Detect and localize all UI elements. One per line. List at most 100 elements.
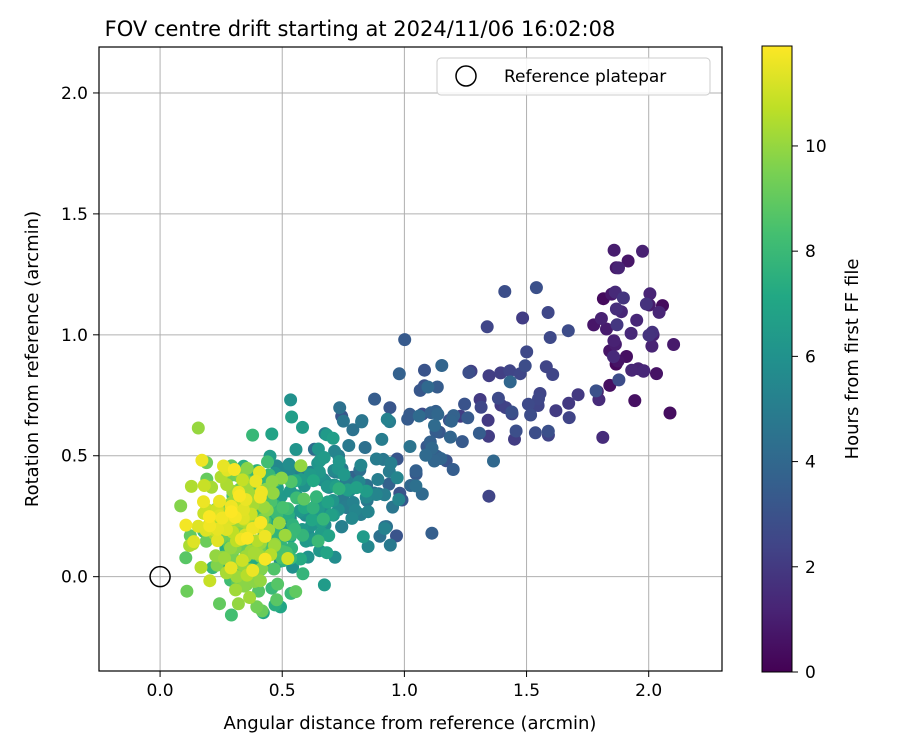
data-point	[607, 243, 621, 257]
data-point	[380, 412, 394, 426]
data-point	[425, 526, 439, 540]
data-point	[474, 400, 488, 414]
data-point	[281, 552, 295, 565]
data-point	[249, 474, 263, 488]
data-point	[589, 384, 603, 398]
data-point	[383, 401, 397, 415]
data-point	[667, 338, 681, 351]
data-point	[203, 574, 217, 588]
data-point	[326, 431, 340, 445]
data-point	[403, 440, 417, 453]
data-point	[383, 538, 397, 552]
data-point	[482, 489, 496, 503]
chart-title: FOV centre drift starting at 2024/11/06 …	[105, 17, 616, 41]
data-point	[541, 306, 555, 319]
data-point	[346, 423, 360, 437]
data-point	[637, 364, 650, 378]
data-point	[197, 495, 210, 509]
data-point	[359, 484, 373, 498]
data-point	[419, 448, 433, 462]
data-point	[384, 456, 398, 470]
x-tick-label: 2.0	[635, 681, 662, 701]
data-point	[174, 499, 188, 513]
data-point	[267, 562, 281, 576]
data-point	[607, 350, 620, 364]
data-point	[276, 501, 290, 514]
y-tick-label: 2.0	[61, 84, 88, 104]
data-point	[271, 577, 285, 591]
data-point	[270, 593, 284, 607]
x-axis-label: Angular distance from reference (arcmin)	[224, 713, 597, 734]
data-point	[187, 535, 201, 549]
data-point	[609, 302, 623, 316]
y-axis-ticks: 0.0 0.5 1.0 1.5 2.0	[61, 84, 99, 588]
colorbar-tick-label: 10	[805, 137, 827, 157]
colorbar-tick-label: 4	[805, 453, 816, 473]
data-point	[612, 261, 625, 275]
data-point	[625, 363, 639, 377]
data-points	[174, 243, 681, 622]
data-point	[639, 297, 653, 311]
data-point	[549, 404, 563, 418]
data-point	[369, 488, 383, 501]
data-point	[246, 428, 260, 442]
data-point	[345, 511, 359, 525]
data-point	[375, 432, 389, 446]
data-point	[562, 411, 576, 425]
data-point	[532, 392, 545, 406]
x-tick-label: 1.5	[513, 681, 540, 701]
data-point	[224, 505, 238, 519]
data-point	[663, 406, 677, 420]
data-point	[231, 597, 245, 611]
colorbar-tick-label: 0	[805, 663, 816, 683]
data-point	[294, 459, 308, 473]
data-point	[498, 285, 512, 298]
data-point	[521, 397, 535, 411]
data-point	[562, 396, 576, 410]
data-point	[480, 320, 494, 334]
data-point	[371, 473, 385, 486]
data-point	[401, 412, 415, 426]
data-point	[240, 461, 254, 475]
data-point	[412, 409, 426, 423]
data-point	[524, 408, 538, 422]
data-point	[243, 591, 257, 604]
data-point	[320, 546, 334, 560]
data-point	[616, 291, 630, 305]
data-point	[430, 380, 444, 394]
legend-marker-icon	[455, 65, 477, 87]
data-point	[350, 481, 363, 495]
data-point	[610, 318, 624, 332]
data-point	[518, 359, 532, 373]
data-point	[624, 326, 638, 340]
x-tick-label: 0.5	[269, 681, 296, 701]
data-point	[444, 414, 458, 428]
data-point	[543, 331, 557, 344]
data-point	[282, 457, 296, 471]
x-tick-label: 0.0	[147, 681, 174, 701]
data-point	[179, 551, 193, 565]
data-point	[215, 511, 229, 525]
data-point	[217, 459, 230, 473]
data-point	[621, 254, 635, 268]
data-point	[418, 363, 431, 377]
data-point	[306, 501, 320, 515]
data-point	[233, 489, 246, 503]
data-point	[446, 463, 460, 476]
data-point	[421, 380, 435, 394]
data-point	[607, 334, 621, 348]
data-point	[211, 534, 225, 548]
data-point	[337, 468, 351, 482]
x-tick-label: 1.0	[391, 681, 418, 701]
data-point	[316, 512, 330, 526]
data-point	[342, 439, 356, 452]
data-point	[361, 540, 375, 553]
data-point	[628, 394, 642, 408]
data-point	[199, 534, 213, 548]
data-point	[284, 393, 298, 407]
colorbar-tick-label: 6	[805, 347, 816, 367]
data-point	[630, 313, 644, 327]
data-point	[306, 474, 320, 488]
y-tick-label: 1.0	[61, 326, 88, 346]
